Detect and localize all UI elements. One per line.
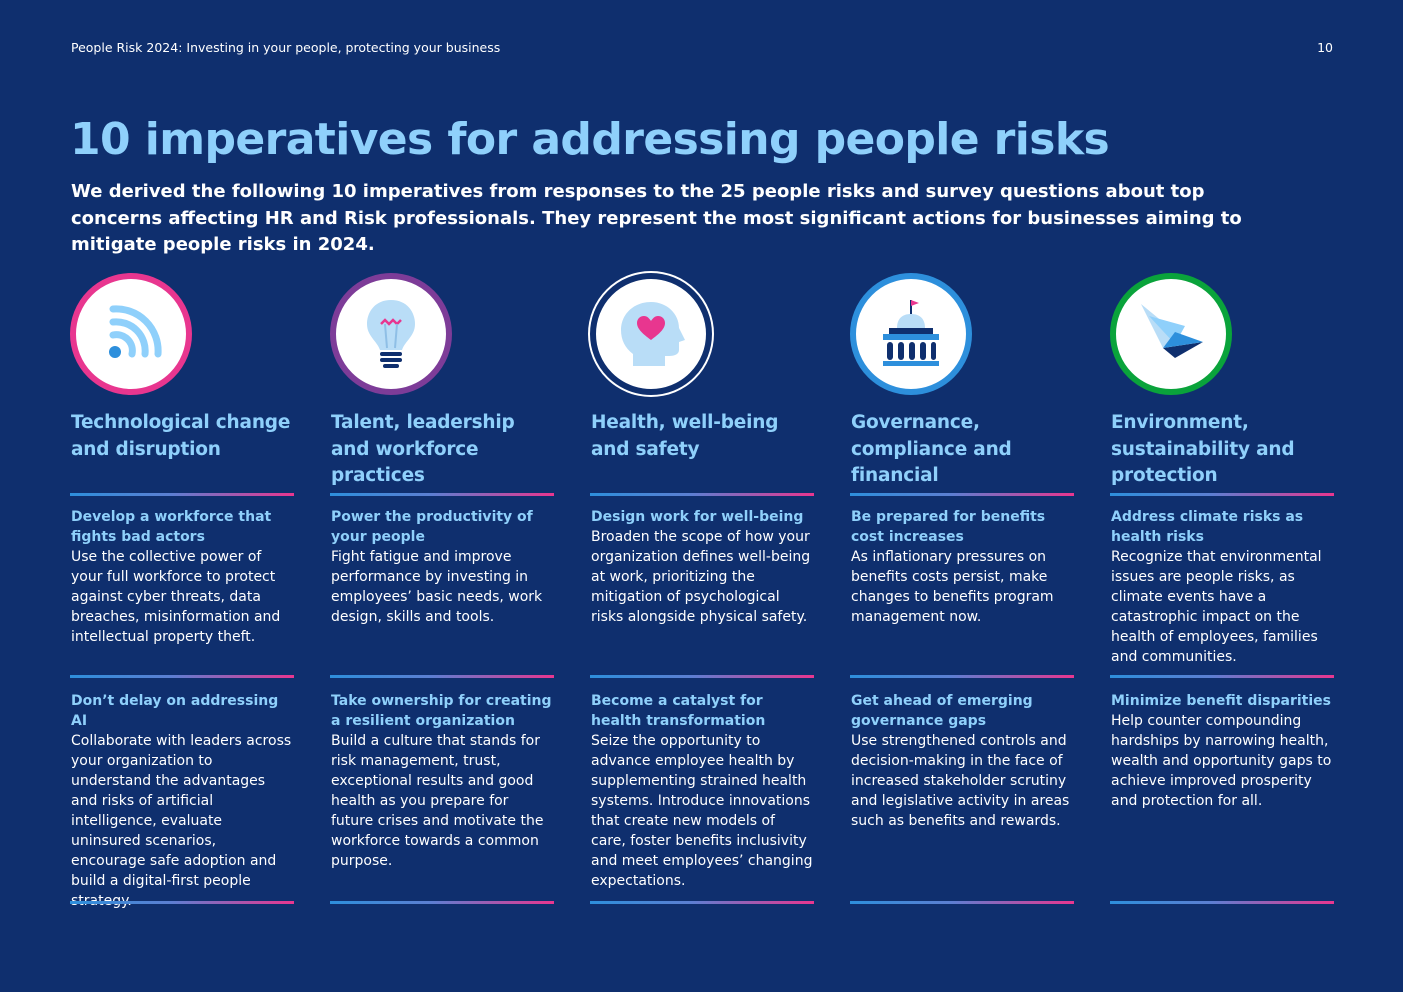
page-subtitle: We derived the following 10 imperatives … xyxy=(71,181,1242,255)
imperative-body: Broaden the scope of how your organizati… xyxy=(591,529,811,625)
government-building-icon xyxy=(883,300,939,366)
divider xyxy=(590,493,814,496)
imperative-item: Power the productivity of your people Fi… xyxy=(331,507,554,627)
category-title: Technological change and disruption xyxy=(71,412,291,460)
imperative-body: Seize the opportunity to advance employe… xyxy=(591,733,813,889)
divider xyxy=(330,493,554,496)
category-icon-ring xyxy=(590,273,712,395)
imperative-title: Address climate risks as health risks xyxy=(1111,509,1304,545)
category-icon-ring xyxy=(850,273,972,395)
imperative-title: Get ahead of emerging governance gaps xyxy=(851,693,1033,729)
imperative-title: Design work for well-being xyxy=(591,509,804,525)
imperative-item: Become a catalyst for health transformat… xyxy=(591,691,814,891)
imperative-title: Develop a workforce that fights bad acto… xyxy=(71,509,272,545)
imperative-item: Address climate risks as health risks Re… xyxy=(1111,507,1334,667)
lightbulb-icon xyxy=(367,300,415,368)
page-number: 10 xyxy=(1317,40,1333,55)
imperative-body: Use strengthened controls and decision-m… xyxy=(851,733,1070,829)
imperative-item: Minimize benefit disparities Help counte… xyxy=(1111,691,1334,811)
divider xyxy=(590,901,814,904)
category-icon-ring xyxy=(330,273,452,395)
imperative-body: Build a culture that stands for risk man… xyxy=(331,733,544,869)
divider xyxy=(850,675,1074,678)
head-heart-icon xyxy=(621,302,685,366)
imperative-title: Take ownership for creating a resilient … xyxy=(331,693,552,729)
category-title: Talent, leadership and workforce practic… xyxy=(331,412,515,486)
divider xyxy=(850,493,1074,496)
divider xyxy=(70,901,294,904)
imperative-title: Don’t delay on addressing AI xyxy=(71,693,279,729)
divider xyxy=(70,675,294,678)
divider xyxy=(1110,493,1334,496)
imperative-body: As inflationary pressures on benefits co… xyxy=(851,549,1054,625)
divider xyxy=(850,901,1074,904)
wifi-signal-icon xyxy=(109,305,162,358)
imperative-body: Recognize that environmental issues are … xyxy=(1111,549,1322,665)
divider xyxy=(70,493,294,496)
imperative-body: Use the collective power of your full wo… xyxy=(71,549,281,645)
imperative-item: Get ahead of emerging governance gaps Us… xyxy=(851,691,1074,831)
divider xyxy=(1110,901,1334,904)
divider xyxy=(330,675,554,678)
category-title: Environment, sustainability and protecti… xyxy=(1111,412,1295,486)
divider xyxy=(330,901,554,904)
page-header: People Risk 2024: Investing in your peop… xyxy=(71,40,1333,56)
category-title: Governance, compliance and financial xyxy=(851,412,1012,486)
page-title: 10 imperatives for addressing people ris… xyxy=(70,114,1110,165)
imperative-title: Power the productivity of your people xyxy=(331,509,533,545)
divider xyxy=(1110,675,1334,678)
imperative-title: Become a catalyst for health transformat… xyxy=(591,693,766,729)
bird-icon xyxy=(1141,304,1203,358)
imperative-title: Be prepared for benefits cost increases xyxy=(851,509,1046,545)
category-title: Health, well-being and safety xyxy=(591,412,779,460)
divider xyxy=(590,675,814,678)
imperative-title: Minimize benefit disparities xyxy=(1111,693,1331,709)
imperative-item: Develop a workforce that fights bad acto… xyxy=(71,507,294,647)
imperative-body: Help counter compounding hardships by na… xyxy=(1111,713,1332,809)
category-icon-ring xyxy=(1110,273,1232,395)
imperative-item: Design work for well-being Broaden the s… xyxy=(591,507,814,627)
imperative-body: Fight fatigue and improve performance by… xyxy=(331,549,543,625)
imperative-item: Take ownership for creating a resilient … xyxy=(331,691,554,871)
imperative-item: Don’t delay on addressing AI Collaborate… xyxy=(71,691,294,911)
category-icon-ring xyxy=(70,273,192,395)
document-title: People Risk 2024: Investing in your peop… xyxy=(71,40,501,55)
imperative-body: Collaborate with leaders across your org… xyxy=(71,733,292,909)
imperative-item: Be prepared for benefits cost increases … xyxy=(851,507,1074,627)
imperatives-grid: Technological change and disruption Deve… xyxy=(70,273,1340,913)
